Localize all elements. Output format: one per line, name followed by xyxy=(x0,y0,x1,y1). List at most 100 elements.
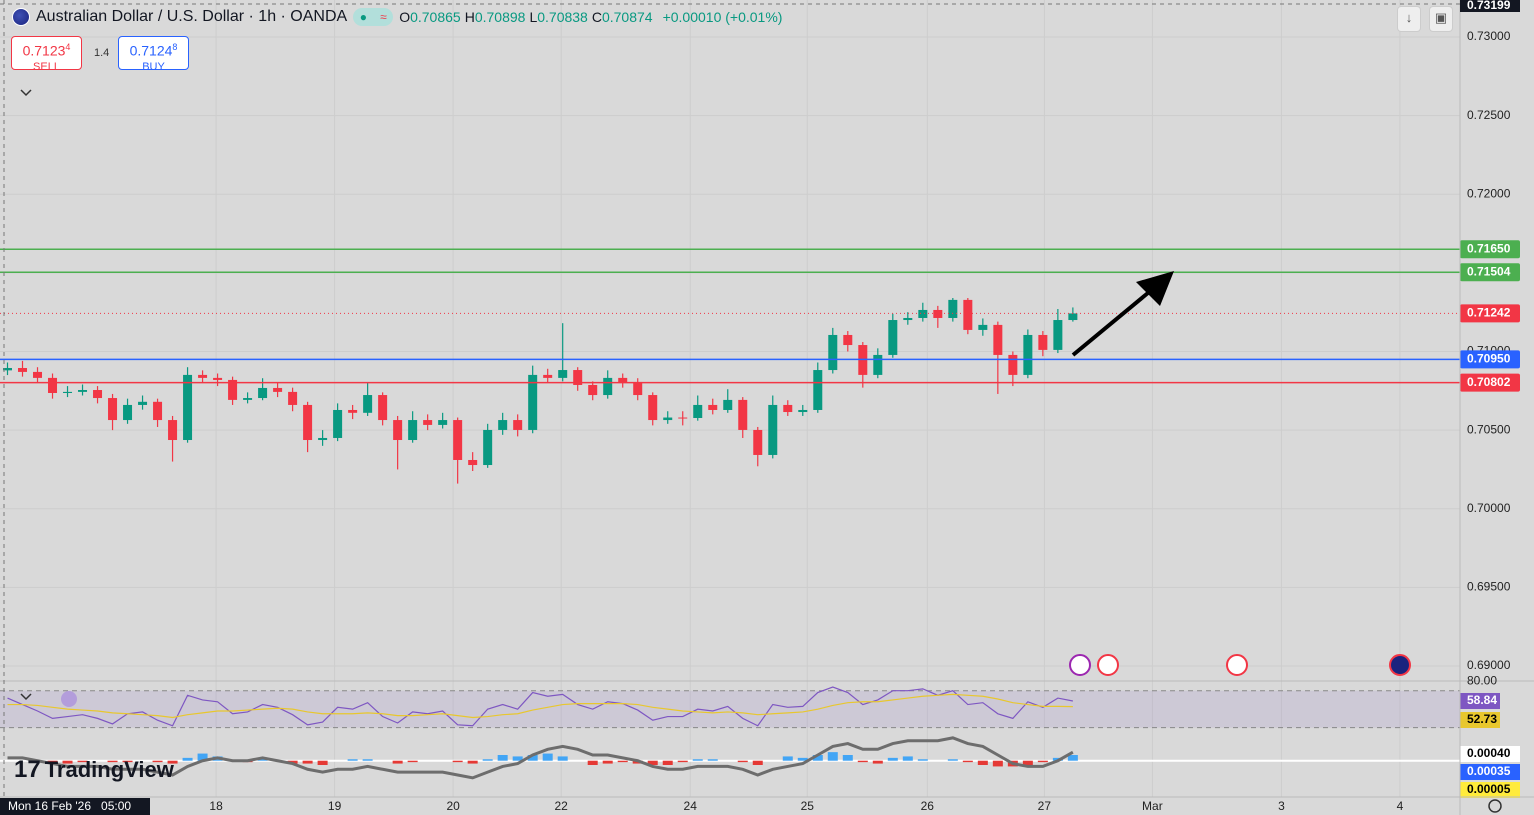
candle-body xyxy=(303,404,313,441)
y-tick-label: 0.73000 xyxy=(1467,29,1511,43)
candle-body xyxy=(588,384,598,396)
rsi-band xyxy=(0,690,1460,728)
histogram-bar xyxy=(467,760,478,764)
candle-body xyxy=(258,387,268,399)
histogram-bar xyxy=(107,760,118,763)
candle-body xyxy=(783,404,793,413)
candle-body xyxy=(498,420,508,430)
histogram-bar xyxy=(887,757,898,761)
candle-body xyxy=(3,367,13,371)
ohlc-key: C xyxy=(591,9,602,25)
candle-body xyxy=(948,299,958,318)
histogram-bar xyxy=(512,756,523,761)
y-tick-label: 0.72000 xyxy=(1467,186,1511,200)
candle-body xyxy=(213,377,223,380)
candle-body xyxy=(468,459,478,466)
histogram-bar xyxy=(347,759,358,761)
price-label: 0.71504 xyxy=(1467,264,1511,278)
plot: 0.71650 0.71504 0.71242 0.70950 0.70802 58.84… xyxy=(0,240,1520,798)
histogram-bar xyxy=(662,760,673,765)
candle-body xyxy=(918,309,928,318)
candle-body xyxy=(183,374,193,441)
x-tick-label: 3 xyxy=(1278,799,1285,813)
histogram-bar xyxy=(647,760,658,765)
candle-body xyxy=(828,334,838,371)
candle-body xyxy=(453,420,463,460)
candle-body xyxy=(813,370,823,410)
x-tick-label: 4 xyxy=(1397,799,1404,813)
histogram-bar xyxy=(602,760,613,764)
candle-body xyxy=(768,404,778,455)
settings-button[interactable] xyxy=(1488,799,1502,813)
buy-pip: 8 xyxy=(172,42,178,52)
value-label: 0.00035 xyxy=(1467,764,1511,778)
candle-body xyxy=(483,429,493,466)
event-icon[interactable] xyxy=(1069,654,1091,676)
histogram-bar xyxy=(812,755,823,761)
histogram-bar xyxy=(1022,760,1033,767)
logo-text: TradingView xyxy=(44,757,174,782)
histogram-bar xyxy=(692,759,703,761)
candle-body xyxy=(318,437,328,441)
histogram-bar xyxy=(947,759,958,761)
collapse-indicator[interactable] xyxy=(20,693,32,701)
candle-body xyxy=(513,420,523,430)
candle-body xyxy=(288,391,298,405)
candle-body xyxy=(48,377,58,393)
value-label: 58.84 xyxy=(1467,693,1497,707)
candle-body xyxy=(738,399,748,430)
histogram-bar xyxy=(857,760,868,763)
candle-body xyxy=(888,320,898,355)
sell-button[interactable]: 0.71234 SELL xyxy=(11,36,82,73)
candle-body xyxy=(1038,334,1048,350)
x-tick-label: 22 xyxy=(555,799,569,813)
event-icon[interactable] xyxy=(1226,654,1248,676)
candle-body xyxy=(978,324,988,330)
crosshair-price-box xyxy=(1460,0,1520,12)
x-tick-label: 24 xyxy=(684,799,698,813)
histogram-bar xyxy=(797,757,808,761)
sell-label: SELL xyxy=(33,60,60,73)
candle-body xyxy=(618,377,628,382)
ohlc-key: O xyxy=(399,9,411,25)
ohlc-value: 0.70838 xyxy=(537,9,588,25)
download-button[interactable]: ↓ xyxy=(1397,6,1421,32)
event-icon[interactable] xyxy=(1389,654,1411,676)
candle-body xyxy=(603,377,613,396)
histogram-bar xyxy=(77,760,88,763)
indicator-line xyxy=(7,686,1073,727)
event-icon[interactable] xyxy=(1097,654,1119,676)
candle-body xyxy=(633,381,643,396)
buy-button[interactable]: 0.71248 BUY xyxy=(118,36,189,73)
histogram-bar xyxy=(197,753,208,761)
histogram-bar xyxy=(362,759,373,761)
candle-body xyxy=(678,417,688,419)
candle-body xyxy=(108,398,118,421)
histogram-bar xyxy=(1067,755,1078,761)
logo[interactable]: 17 TradingView xyxy=(14,756,174,783)
x-tick-label: 26 xyxy=(921,799,935,813)
indicator-icon[interactable] xyxy=(61,691,77,707)
value-box xyxy=(1460,693,1500,709)
histogram-bar xyxy=(167,760,178,764)
arrow-shaft xyxy=(1071,281,1162,357)
snapshot-button[interactable]: ▣ xyxy=(1429,6,1453,32)
value-box xyxy=(1460,764,1520,780)
candle-body xyxy=(708,404,718,410)
histogram-bar xyxy=(707,759,718,761)
candle-body xyxy=(123,404,133,421)
histogram-bar xyxy=(962,760,973,763)
candle-body xyxy=(33,371,43,378)
histogram-bar xyxy=(902,756,913,761)
histogram-bar xyxy=(257,759,268,761)
event-icons xyxy=(1069,654,1411,676)
histogram-bar xyxy=(407,760,418,763)
histogram-bar xyxy=(317,760,328,765)
histogram-bar xyxy=(842,755,853,761)
candle-body xyxy=(438,420,448,425)
collapse-legend[interactable] xyxy=(20,89,32,97)
status-pill[interactable]: ● ≈ xyxy=(353,8,394,26)
